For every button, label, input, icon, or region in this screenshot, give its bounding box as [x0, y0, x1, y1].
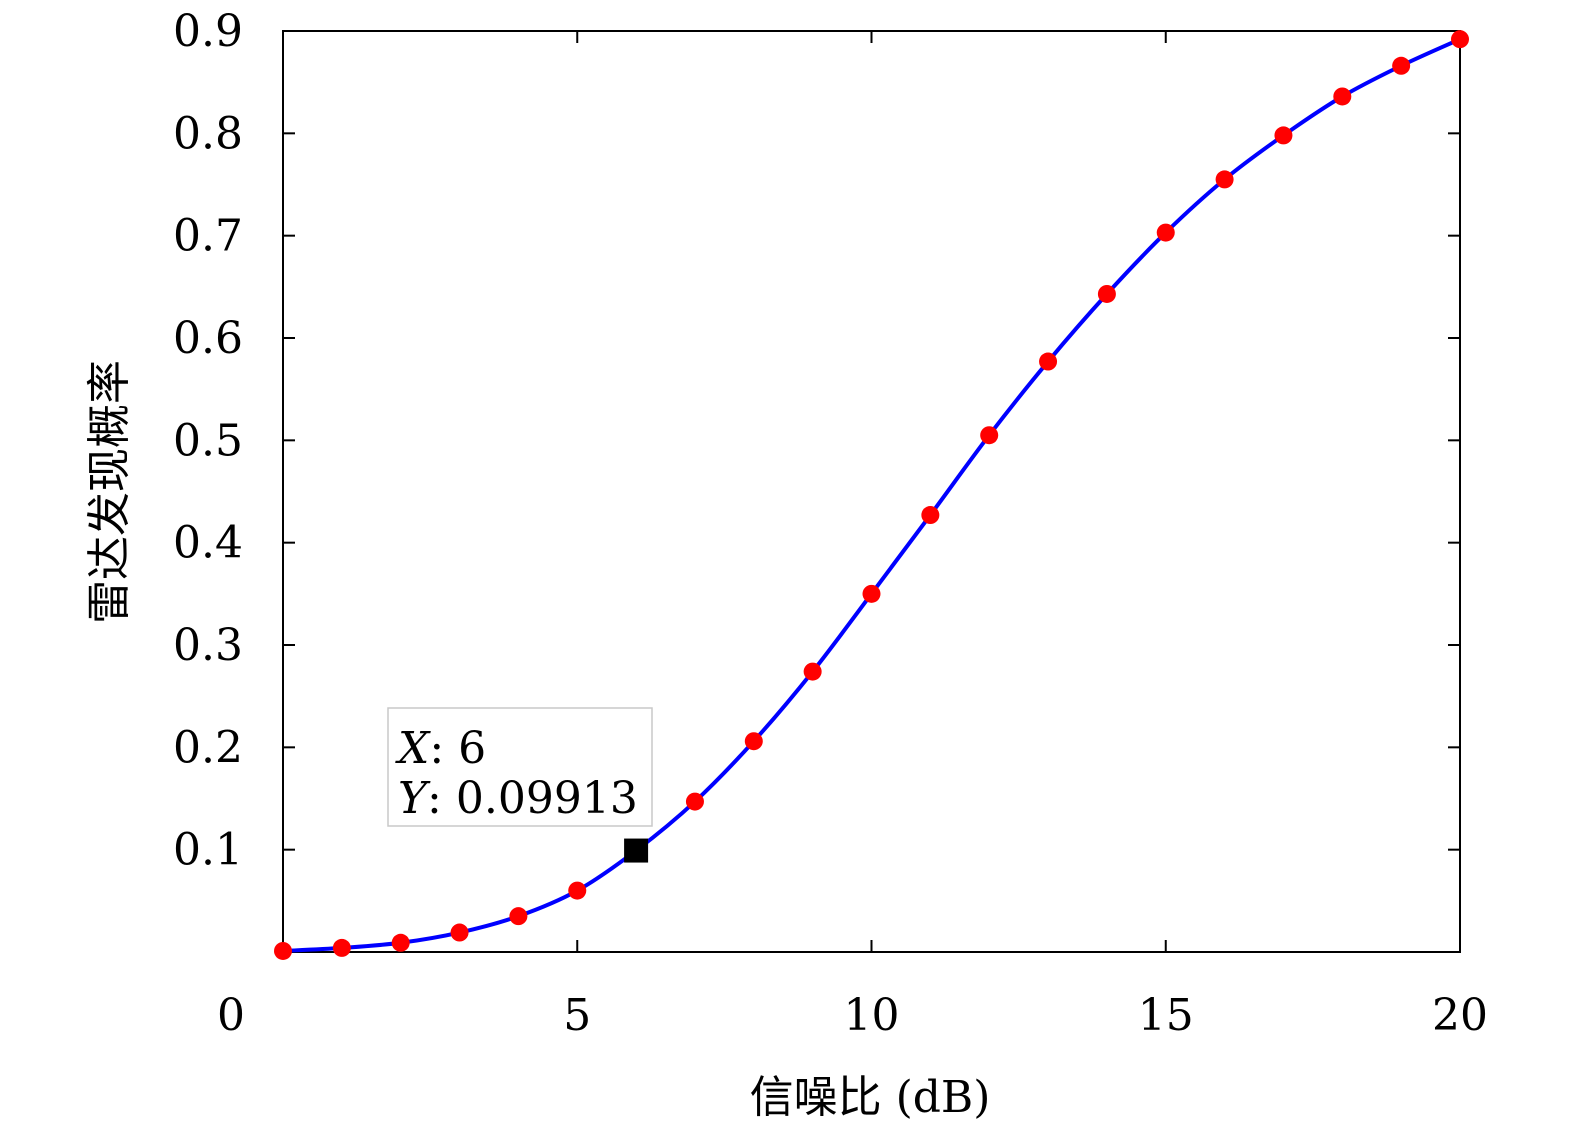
x-tick-label-4: 20 [1432, 990, 1488, 1041]
datatip[interactable]: X: 6 Y: 0.09913 [387, 707, 653, 863]
datatip-box [387, 707, 653, 827]
x-axis: 0 5 10 15 20 [217, 31, 1488, 1041]
datatip-y-readout: Y: 0.09913 [398, 773, 638, 824]
data-point-0-18 [1333, 87, 1352, 106]
y-tick-label-0: 0.1 [173, 825, 243, 876]
series-line-0 [282, 37, 1461, 953]
data-point-0-11 [921, 506, 940, 525]
x-tick-label-1: 5 [563, 990, 591, 1041]
series-layer [274, 30, 1469, 960]
data-point-0-8 [744, 732, 763, 751]
data-point-0-15 [1156, 223, 1175, 242]
y-tick-label-1: 0.2 [173, 722, 243, 773]
y-axis: 0.1 0.2 0.3 0.4 0.5 0.6 0.7 0.8 0.9 [173, 6, 1460, 876]
y-tick-label-2: 0.3 [173, 620, 243, 671]
x-tick-label-0: 0 [217, 990, 245, 1041]
data-point-0-14 [1097, 284, 1116, 303]
y-tick-label-7: 0.8 [173, 108, 243, 159]
data-point-0-16 [1215, 170, 1234, 189]
x-tick-label-2: 10 [844, 990, 900, 1041]
data-point-0-17 [1274, 126, 1293, 145]
x-tick-label-3: 15 [1138, 990, 1194, 1041]
datatip-x-readout: X: 6 [395, 723, 486, 774]
data-point-0-1 [332, 938, 351, 957]
datatip-x-value: 6 [458, 723, 486, 774]
datatip-y-value: 0.09913 [456, 773, 638, 824]
data-point-0-10 [862, 584, 881, 603]
y-tick-label-8: 0.9 [173, 6, 243, 57]
y-tick-label-3: 0.4 [173, 518, 243, 569]
datatip-x-key: X [395, 723, 431, 774]
data-point-0-0 [274, 941, 292, 960]
y-tick-label-5: 0.6 [173, 313, 243, 364]
datatip-marker[interactable] [624, 838, 649, 863]
y-tick-label-4: 0.5 [173, 415, 243, 466]
data-point-0-13 [1039, 352, 1058, 371]
data-point-0-5 [568, 881, 587, 900]
data-point-0-12 [980, 426, 999, 445]
data-point-0-19 [1392, 56, 1411, 75]
x-axis-label: 信噪比 (dB) [750, 1072, 991, 1123]
y-axis-label: 雷达发现概率 [84, 360, 135, 624]
datatip-y-key: Y [398, 773, 431, 824]
data-point-0-20 [1451, 30, 1469, 49]
data-point-0-2 [391, 933, 410, 952]
data-point-0-4 [509, 907, 528, 926]
y-tick-label-6: 0.7 [173, 211, 243, 262]
data-point-0-9 [803, 662, 822, 681]
data-point-0-7 [685, 792, 704, 811]
data-point-0-3 [450, 923, 469, 942]
